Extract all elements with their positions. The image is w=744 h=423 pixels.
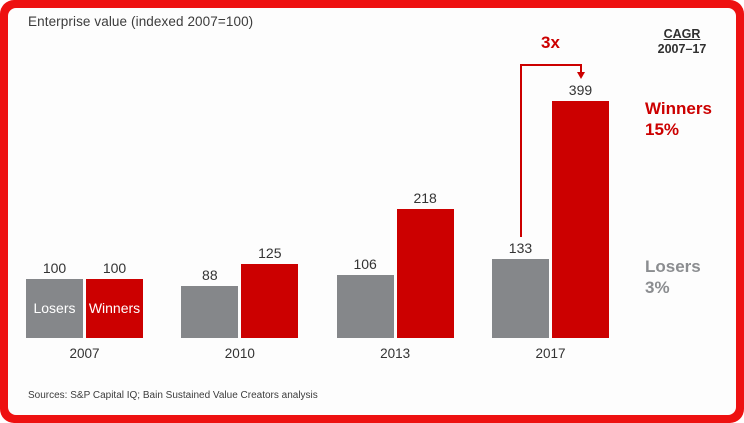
chart-title: Enterprise value (indexed 2007=100) bbox=[28, 14, 254, 29]
bar-value-label-winners-2013: 218 bbox=[413, 189, 437, 206]
bracket-arrow-stem bbox=[580, 64, 582, 74]
in-bar-series-label-losers: Losers bbox=[33, 300, 76, 317]
legend-losers-label: Losers bbox=[645, 257, 701, 276]
multiplier-annotation-label: 3x bbox=[541, 33, 560, 52]
x-axis-label-2013: 2013 bbox=[380, 346, 411, 361]
bar-value-label-winners-2017: 399 bbox=[568, 82, 593, 99]
legend-winners-label: Winners bbox=[645, 99, 712, 118]
x-axis-label-2007: 2007 bbox=[69, 346, 100, 361]
bar-losers-2010 bbox=[181, 285, 239, 338]
cagr-header: CAGR 2007–17 bbox=[648, 27, 716, 57]
bracket-horizontal-line bbox=[520, 64, 581, 66]
arrow-down-icon bbox=[576, 72, 585, 79]
bar-winners-2010 bbox=[241, 263, 299, 338]
bar-winners-2007 bbox=[86, 278, 143, 338]
bar-value-label-losers-2013: 106 bbox=[353, 256, 377, 273]
bar-losers-2007 bbox=[26, 278, 83, 338]
cagr-header-period: 2007–17 bbox=[657, 42, 707, 56]
bar-value-label-losers-2007: 100 bbox=[42, 259, 67, 276]
bar-value-label-winners-2010: 125 bbox=[258, 244, 282, 261]
legend-winners-value: 15% bbox=[645, 119, 680, 139]
bar-winners-2013 bbox=[396, 208, 454, 338]
bar-winners-2017 bbox=[551, 101, 609, 338]
bar-value-label-winners-2007: 100 bbox=[102, 259, 127, 276]
legend-winners: Winners 15% bbox=[645, 99, 712, 140]
bar-losers-2013 bbox=[336, 275, 394, 338]
legend-losers: Losers 3% bbox=[645, 257, 701, 298]
bar-value-label-losers-2017: 133 bbox=[508, 240, 533, 257]
bracket-vertical-line bbox=[520, 64, 522, 237]
x-axis-label-2017: 2017 bbox=[535, 346, 566, 361]
cagr-header-label: CAGR bbox=[663, 27, 701, 41]
in-bar-series-label-winners: Winners bbox=[88, 300, 141, 317]
x-axis-label-2010: 2010 bbox=[224, 346, 255, 361]
bar-value-label-losers-2010: 88 bbox=[202, 266, 218, 283]
bar-losers-2017 bbox=[491, 259, 549, 338]
legend-losers-value: 3% bbox=[645, 277, 670, 297]
slide-canvas bbox=[8, 8, 736, 415]
source-note: Sources: S&P Capital IQ; Bain Sustained … bbox=[28, 390, 318, 401]
